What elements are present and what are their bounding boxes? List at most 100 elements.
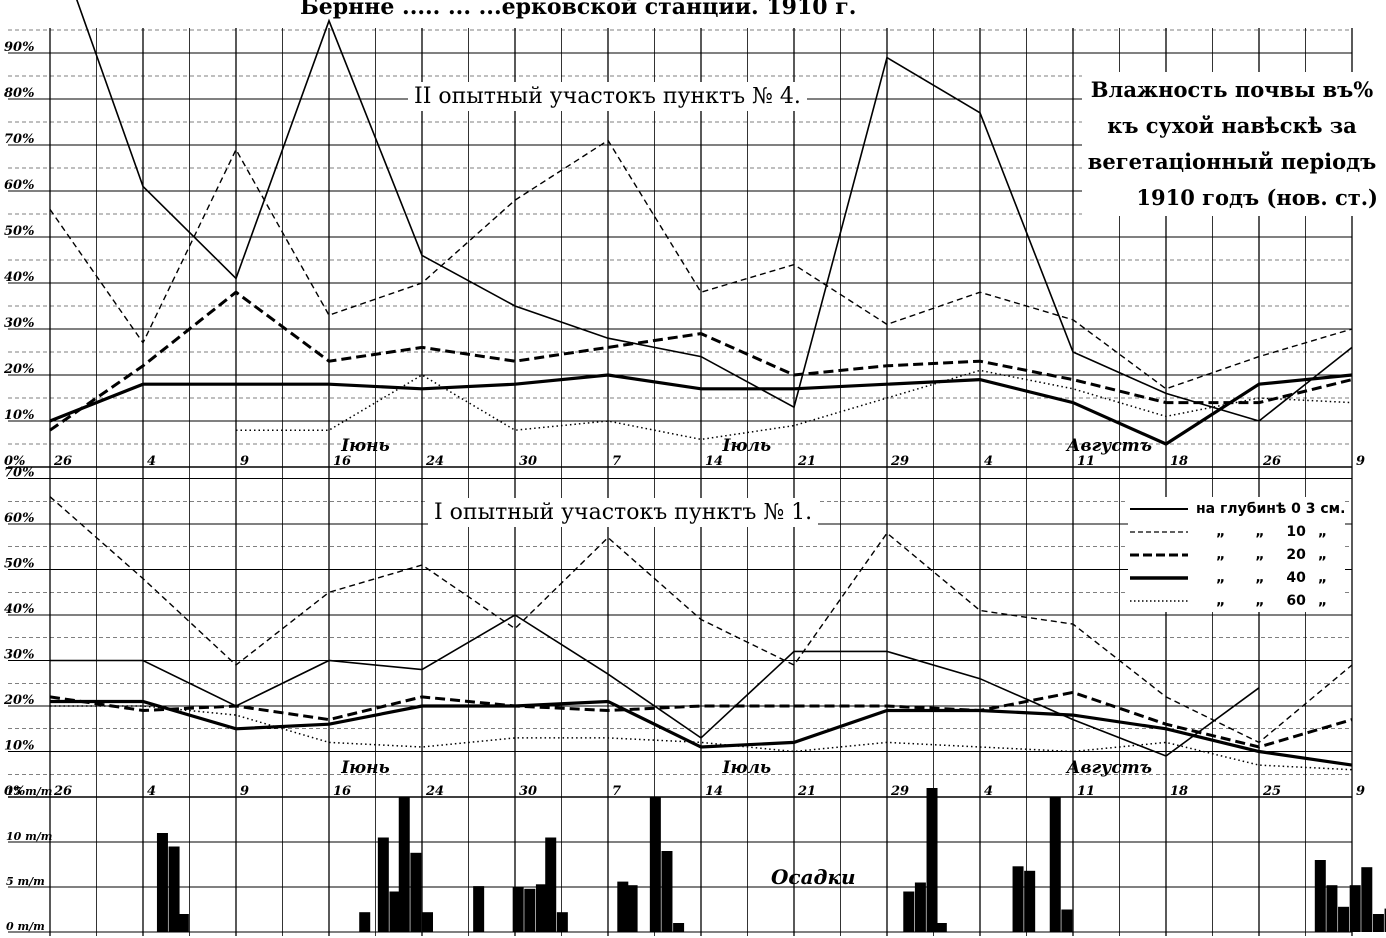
precipitation-bar: [473, 886, 485, 932]
x-tick-label: 30: [519, 784, 537, 799]
precipitation-bar: [422, 912, 433, 932]
x-tick-label: 7: [612, 784, 621, 799]
series-line-20: [49, 290, 1353, 432]
precipitation-bar: [1384, 908, 1386, 932]
precipitation-bar: [673, 923, 685, 932]
legend-label: 60: [1286, 592, 1306, 609]
series-line-20: [49, 690, 1353, 749]
legend-entry: „ „ 40 „: [1128, 566, 1345, 589]
lower-chart-series: [49, 496, 1353, 771]
y-tick-label: 50%: [4, 557, 34, 572]
precipitation-bar: [377, 837, 389, 932]
x-tick-label: 9: [1356, 784, 1365, 799]
precipitation-bar: [626, 885, 638, 932]
legend-ditto: „: [1216, 546, 1226, 563]
lower-chart-title: I опытный участокъ пунктъ № 1.: [428, 498, 819, 527]
legend-unit: см.: [1320, 500, 1346, 517]
precipitation-bar: [524, 888, 536, 932]
x-tick-label: 30: [519, 454, 537, 469]
precipitation-label: Осадки: [771, 865, 856, 889]
legend-swatch-solid: [1130, 507, 1188, 510]
precipitation-bar: [556, 912, 568, 932]
legend-label: 20: [1286, 546, 1306, 563]
y-tick-label: 20%: [3, 693, 34, 708]
legend-ditto: „: [1317, 592, 1328, 609]
grid: [8, 28, 1353, 936]
precipitation-bar: [617, 881, 629, 932]
series-line-10: [49, 139, 1353, 390]
precipitation-bar: [649, 797, 661, 932]
chart-caption: Влажность почвы въ% къ сухой навѣскѣ за …: [1082, 72, 1382, 216]
precipitation-bar: [926, 788, 938, 932]
y-tick-label: 60%: [4, 178, 34, 193]
series-line-60: [236, 369, 1353, 441]
legend-ditto: „: [1255, 592, 1265, 609]
legend-swatch-bold-dashed: [1130, 553, 1188, 556]
precipitation-bar: [1349, 885, 1361, 932]
legend-header: на глубинѣ: [1196, 500, 1287, 517]
month-label: Іюнь: [340, 758, 390, 778]
legend-swatch-dotted: [1130, 599, 1188, 602]
legend-ditto: „: [1216, 523, 1226, 540]
legend-ditto: „: [1255, 569, 1265, 586]
x-tick-label: 24: [425, 784, 444, 799]
month-label: Іюнь: [340, 436, 390, 456]
precipitation-bar: [1061, 909, 1073, 932]
month-label: Августъ: [1065, 758, 1152, 778]
precipitation-bar: [1024, 870, 1036, 932]
x-tick-label: 16: [333, 784, 351, 799]
legend-label: 10: [1286, 523, 1306, 540]
x-tick-label: 24: [425, 454, 444, 469]
series-line-0-3: [76, 0, 1353, 422]
legend-ditto: „: [1216, 592, 1226, 609]
precipitation-bar: [1326, 885, 1338, 932]
precipitation-bar: [914, 882, 926, 932]
x-tick-label: 18: [1170, 454, 1188, 469]
legend-entry: „ „ 10 „: [1128, 520, 1345, 543]
legend-ditto: „: [1255, 546, 1265, 563]
y-tick-label: 50%: [4, 224, 34, 239]
legend-ditto: „: [1255, 523, 1265, 540]
caption-line: къ сухой навѣскѣ за: [1107, 113, 1357, 138]
x-tick-label: 4: [147, 454, 156, 469]
legend: на глубинѣ 0 3 см. „ „ 10 „ „ „ 20 „ „ „…: [1128, 497, 1346, 612]
precipitation-bar: [177, 914, 189, 932]
precipitation-bar: [1314, 860, 1326, 932]
precipitation-bar: [661, 851, 673, 932]
precipitation-bar: [512, 887, 524, 932]
axis-labels: 26 4 9 16 24 30 7 14 21 29 4 11 18 26 9 26 4 9 16 24 30 7 14 21…: [3, 40, 1365, 933]
month-label: Іюль: [722, 436, 772, 456]
y-tick-label: 0 m/m: [6, 920, 45, 933]
legend-ditto: „: [1317, 569, 1328, 586]
precipitation-bar: [1372, 914, 1384, 932]
y-tick-label: 0%: [4, 454, 25, 469]
legend-ditto: „: [1317, 523, 1328, 540]
x-tick-label: 11: [1077, 454, 1095, 469]
legend-entry: на глубинѣ 0 3 см.: [1128, 497, 1345, 520]
precipitation-bar: [1012, 866, 1024, 932]
x-tick-label: 4: [984, 454, 993, 469]
precipitation-bar: [168, 846, 180, 932]
x-tick-label: 9: [240, 784, 249, 799]
precipitation-bar: [545, 837, 557, 932]
y-tick-label: 80%: [4, 86, 34, 101]
y-tick-label: 70%: [4, 132, 34, 147]
legend-ditto: „: [1317, 546, 1328, 563]
x-tick-label: 4: [984, 784, 993, 799]
caption-line: вегетаціонный періодъ: [1087, 149, 1377, 174]
legend-label: 0 3: [1291, 500, 1316, 517]
x-tick-label: 29: [890, 454, 909, 469]
caption-line: 1910 годъ (нов. ст.): [1136, 185, 1378, 210]
legend-ditto: „: [1216, 569, 1226, 586]
y-tick-label: 40%: [4, 602, 34, 617]
y-tick-label: 70%: [4, 466, 34, 481]
precipitation-bar: [398, 797, 410, 932]
y-tick-label: 0%: [4, 784, 25, 799]
precipitation-bar: [410, 852, 422, 932]
x-tick-label: 26: [53, 454, 72, 469]
x-tick-label: 14: [705, 454, 723, 469]
y-tick-label: 15 m/m: [6, 785, 52, 798]
y-tick-label: 90%: [4, 40, 34, 55]
month-label: Августъ: [1065, 436, 1152, 456]
